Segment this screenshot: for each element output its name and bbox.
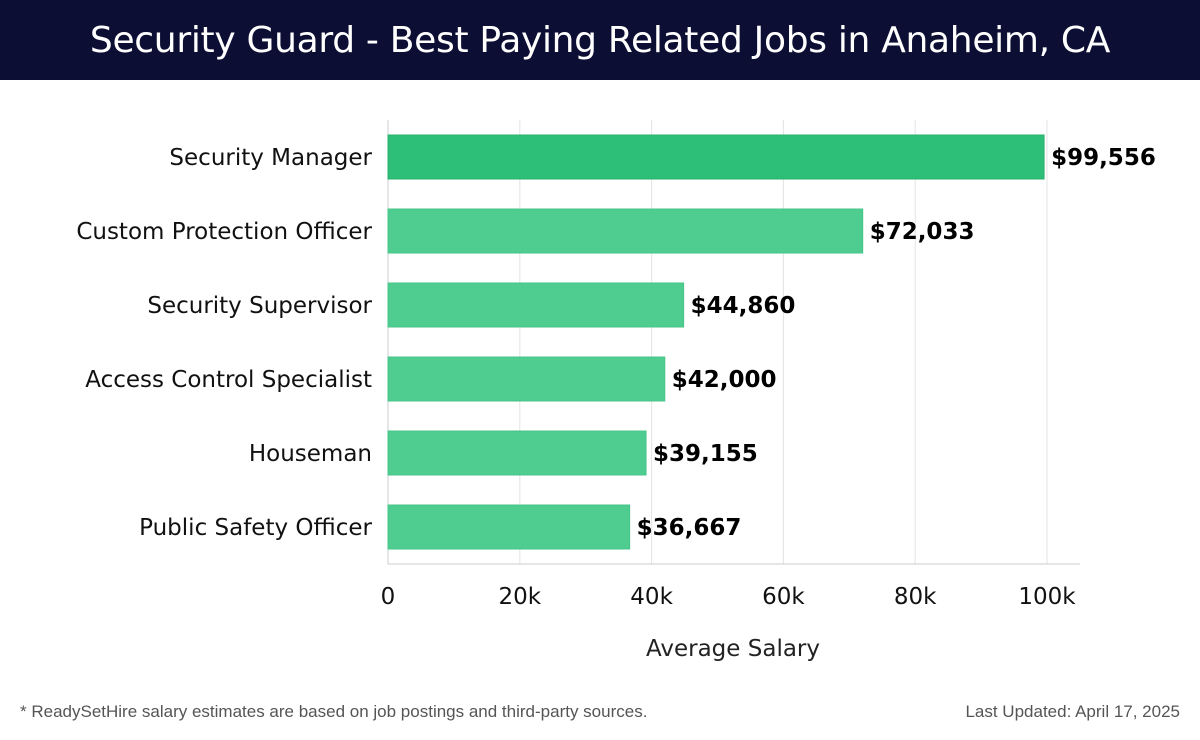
bar [387,208,864,254]
last-updated: Last Updated: April 17, 2025 [965,702,1180,721]
category-labels: Security Manager Custom Protection Office… [76,145,372,541]
x-tick-label: 100k [1018,584,1076,610]
category-label: Houseman [249,441,372,467]
category-label: Security Supervisor [147,293,372,319]
x-tick-label: 20k [499,584,542,610]
bar-value-label: $39,155 [653,441,758,467]
category-label: Custom Protection Officer [76,219,372,245]
bar [387,134,1045,180]
chart-header: Security Guard - Best Paying Related Job… [0,0,1200,80]
x-axis: 0 20k 40k 60k 80k 100k [381,584,1077,610]
bar-value-label: $72,033 [870,219,975,245]
x-tick-label: 60k [762,584,805,610]
gridlines [387,120,1080,565]
bar-value-label: $42,000 [672,367,777,393]
x-tick-label: 40k [630,584,673,610]
bar-value-label: $99,556 [1051,145,1156,171]
category-label: Security Manager [169,145,372,171]
bar [387,282,685,328]
bar-value-label: $36,667 [637,515,742,541]
category-label: Public Safety Officer [139,515,372,541]
footer-note: * ReadySetHire salary estimates are base… [20,702,648,721]
bar-chart: $99,556 $72,033 $44,860 $42,000 $39,155 $36,6… [76,120,1156,662]
x-axis-title: Average Salary [646,636,820,662]
bar-value-label: $44,860 [691,293,796,319]
bars: $99,556 $72,033 $44,860 $42,000 $39,155 $36,6… [387,134,1156,550]
bar [387,356,666,402]
bar [387,504,631,550]
category-label: Access Control Specialist [85,367,372,393]
x-tick-label: 80k [894,584,937,610]
bar [387,430,647,476]
chart-title: Security Guard - Best Paying Related Job… [89,19,1111,61]
x-tick-label: 0 [381,584,396,610]
